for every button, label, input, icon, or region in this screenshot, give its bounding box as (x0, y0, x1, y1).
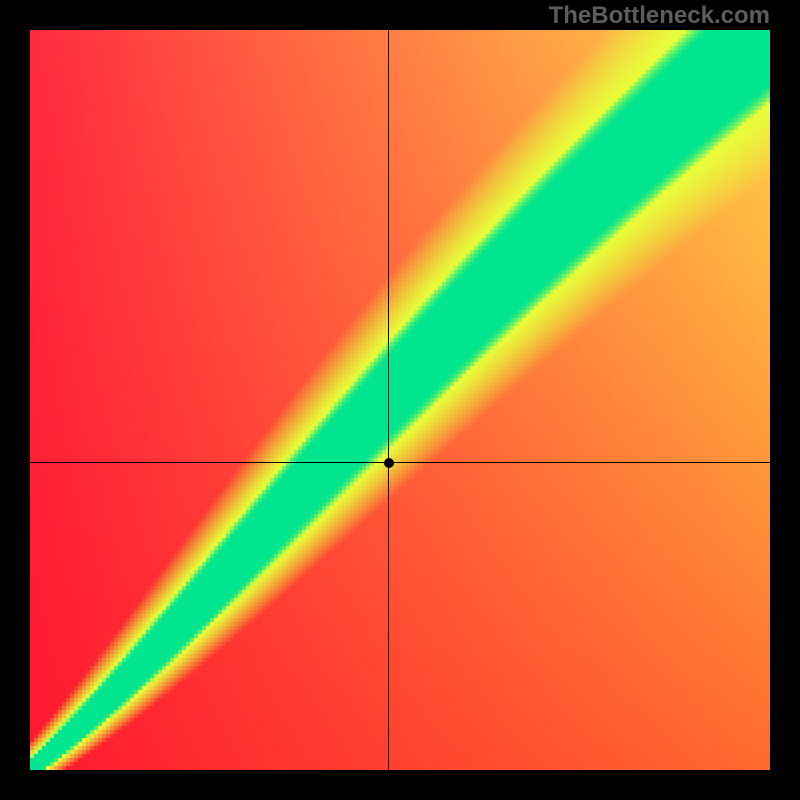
crosshair-dot (384, 458, 394, 468)
crosshair-horizontal (30, 462, 770, 463)
plot-area (30, 30, 770, 770)
watermark-text: TheBottleneck.com (549, 2, 770, 30)
crosshair-vertical (388, 30, 389, 770)
heatmap-canvas (30, 30, 770, 770)
